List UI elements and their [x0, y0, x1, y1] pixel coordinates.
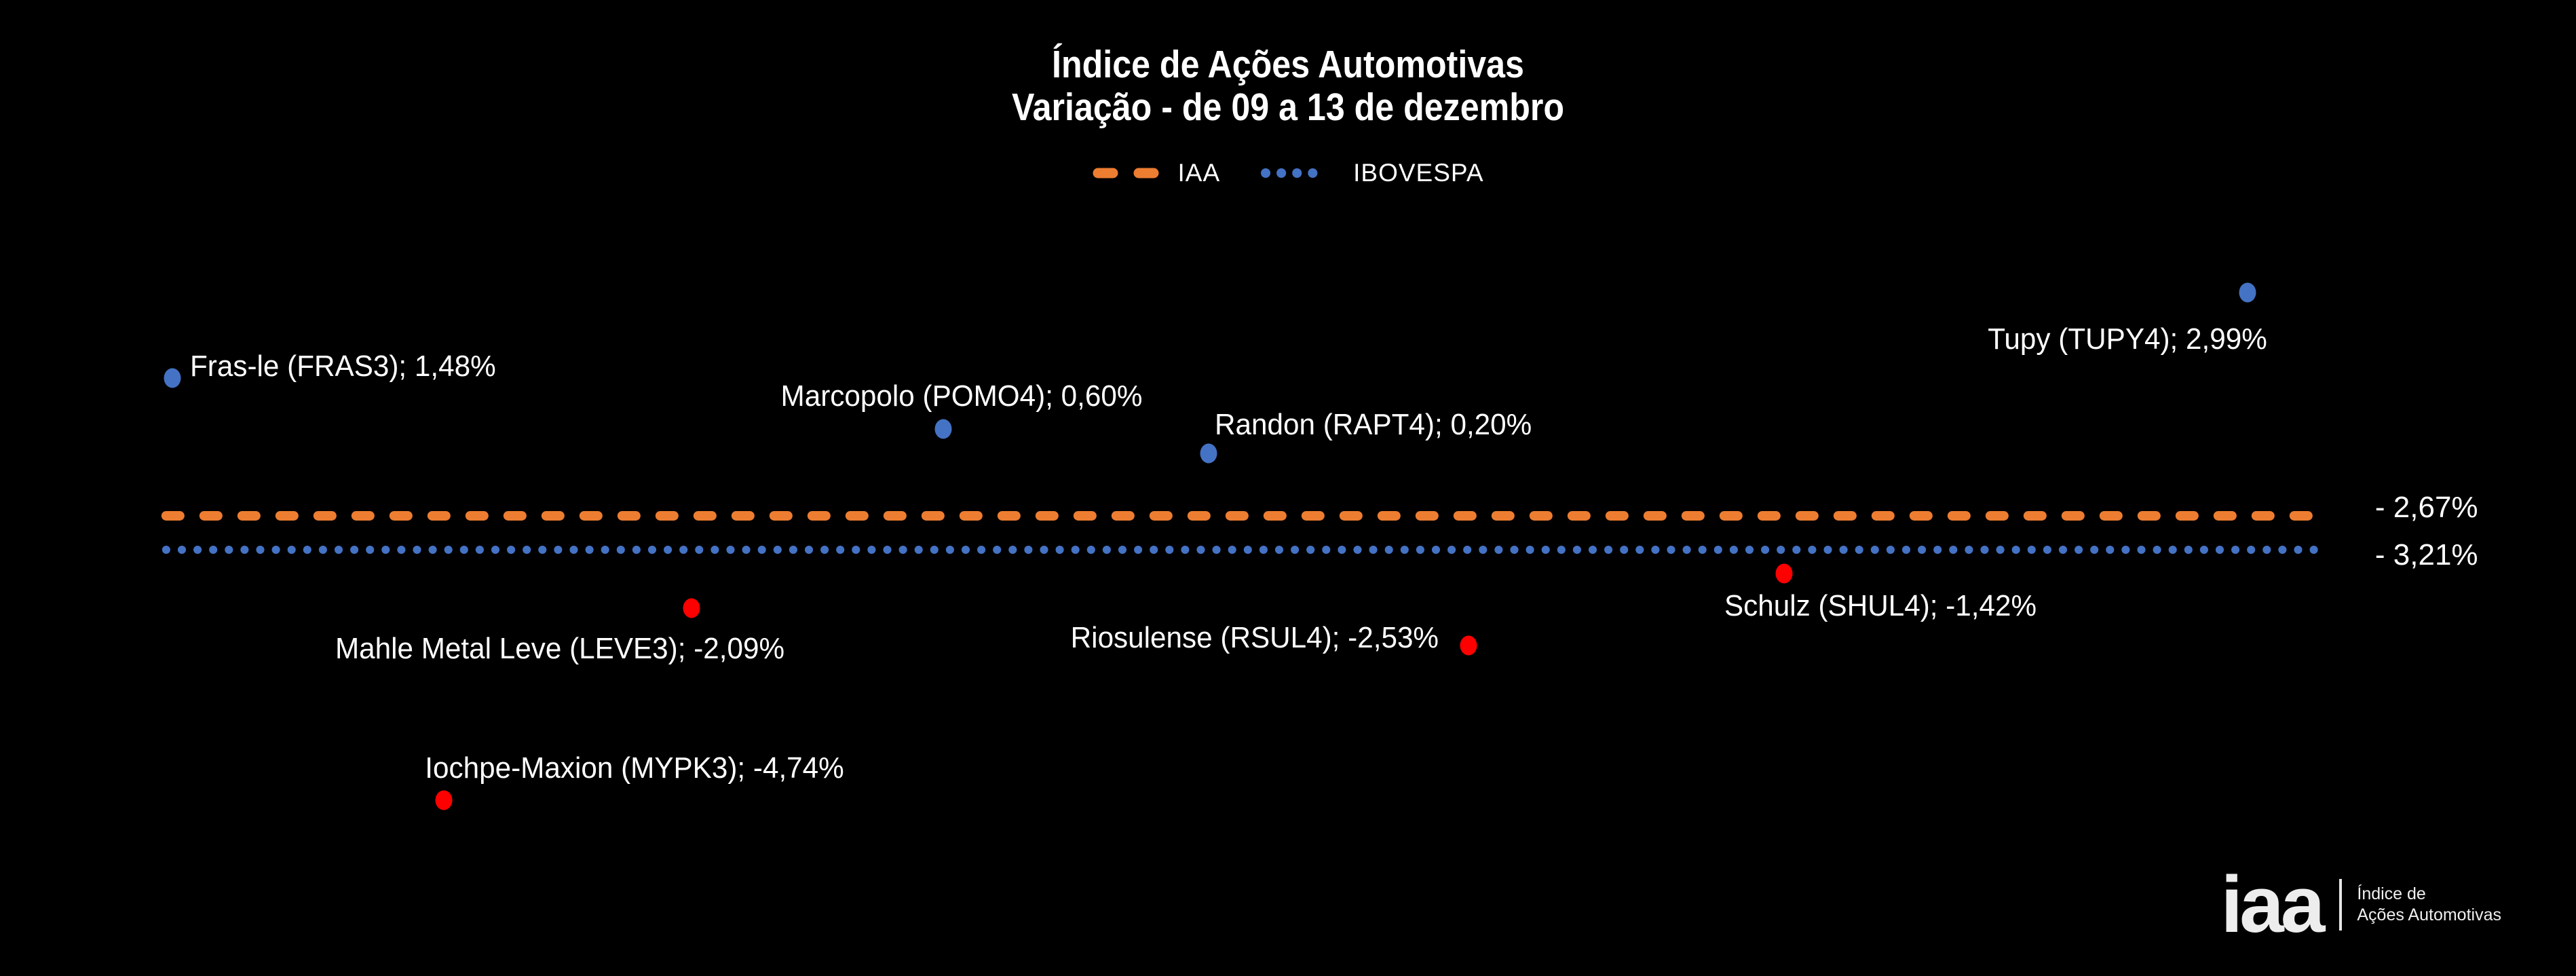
- point-label-rsul4: Riosulense (RSUL4); -2,53%: [1070, 621, 1439, 655]
- point-label-mypk3: Iochpe-Maxion (MYPK3); -4,74%: [425, 751, 844, 785]
- point-dot-tupy4: [2239, 282, 2256, 303]
- point-label-rapt4: Randon (RAPT4); 0,20%: [1214, 407, 1532, 441]
- point-dot-rapt4: [1200, 443, 1217, 464]
- point-label-tupy4: Tupy (TUPY4); 2,99%: [1988, 322, 2267, 356]
- point-dot-mypk3: [435, 790, 453, 810]
- logo-caption-line1: Índice de: [2357, 884, 2426, 903]
- reference-line-value-iaa: - 2,67%: [2374, 490, 2478, 524]
- legend-dashes-icon: [1092, 166, 1160, 181]
- legend-dots-icon: [1259, 166, 1336, 181]
- point-dot-pomo4: [934, 419, 952, 439]
- point-label-shul4: Schulz (SHUL4); -1,42%: [1724, 588, 2037, 622]
- chart-legend: IAA IBOVESPA: [0, 159, 2576, 187]
- point-dot-leve3: [683, 598, 700, 618]
- logo-divider: [2339, 878, 2343, 931]
- iaa-logo-mark: iaa: [2220, 859, 2325, 950]
- legend-item-ibovespa: IBOVESPA: [1259, 159, 1483, 187]
- iaa-logo: iaa Índice de Ações Automotivas: [2220, 859, 2501, 950]
- legend-item-iaa: IAA: [1092, 159, 1220, 187]
- reference-line-value-ibovespa: - 3,21%: [2374, 538, 2478, 572]
- legend-label-iaa: IAA: [1177, 159, 1221, 187]
- legend-label-ibovespa: IBOVESPA: [1353, 159, 1484, 187]
- chart-title-block: Índice de Ações Automotivas Variação - d…: [155, 43, 2421, 129]
- point-dot-fras3: [164, 368, 181, 388]
- point-dot-rsul4: [1460, 635, 1477, 656]
- chart-title: Índice de Ações Automotivas: [1052, 43, 1524, 86]
- point-label-fras3: Fras-le (FRAS3); 1,48%: [190, 349, 496, 383]
- chart-subtitle: Variação - de 09 a 13 de dezembro: [1011, 86, 1565, 129]
- point-label-leve3: Mahle Metal Leve (LEVE3); -2,09%: [335, 631, 784, 665]
- logo-caption: Índice de Ações Automotivas: [2357, 884, 2501, 926]
- logo-caption-line2: Ações Automotivas: [2357, 905, 2501, 924]
- point-label-pomo4: Marcopolo (POMO4); 0,60%: [780, 379, 1143, 413]
- point-dot-shul4: [1775, 563, 1793, 584]
